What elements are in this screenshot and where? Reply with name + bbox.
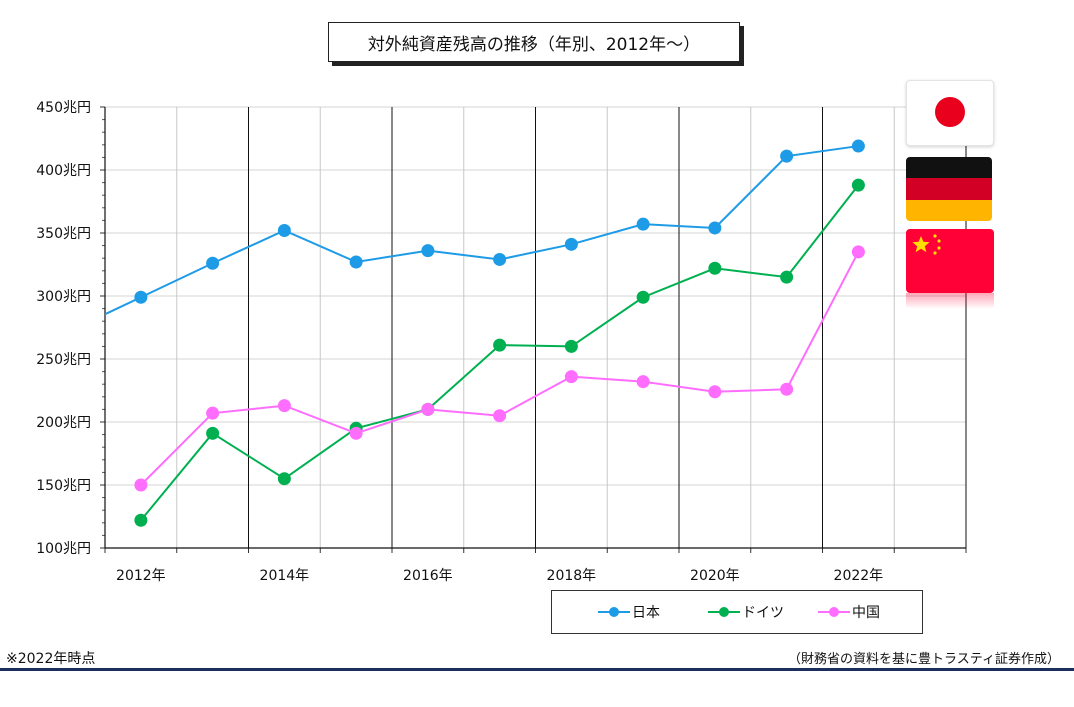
bottom-rule bbox=[0, 668, 1074, 671]
legend-swatch-marker bbox=[719, 607, 729, 617]
data-point bbox=[277, 399, 291, 413]
china-flag-reflection bbox=[906, 293, 994, 309]
legend-swatch-marker bbox=[609, 607, 619, 617]
data-point bbox=[349, 426, 363, 440]
data-point bbox=[780, 149, 794, 163]
data-point bbox=[277, 223, 291, 237]
y-tick-label: 400兆円 bbox=[36, 163, 91, 179]
data-point bbox=[636, 217, 650, 231]
y-tick-label: 450兆円 bbox=[36, 100, 91, 116]
x-tick-label: 2014年 bbox=[260, 568, 310, 584]
data-point bbox=[206, 406, 220, 420]
series-0 bbox=[105, 139, 865, 316]
series-2 bbox=[134, 245, 865, 492]
data-point bbox=[206, 256, 220, 270]
legend-swatch-marker bbox=[829, 607, 839, 617]
japan-flag-icon bbox=[906, 80, 994, 146]
data-point bbox=[851, 245, 865, 259]
data-point bbox=[134, 478, 148, 492]
source-note: （財務省の資料を基に豊トラスティ証券作成） bbox=[788, 652, 1060, 667]
data-point bbox=[780, 382, 794, 396]
data-point bbox=[421, 244, 435, 258]
data-point bbox=[277, 472, 291, 486]
x-tick-label: 2018年 bbox=[547, 568, 597, 584]
x-tick-label: 2012年 bbox=[116, 568, 166, 584]
data-point bbox=[708, 385, 722, 399]
data-point bbox=[564, 339, 578, 353]
data-point bbox=[708, 261, 722, 275]
x-tick-label: 2022年 bbox=[834, 568, 884, 584]
data-point bbox=[493, 338, 507, 352]
y-tick-label: 350兆円 bbox=[36, 226, 91, 242]
data-point bbox=[636, 290, 650, 304]
data-point bbox=[134, 513, 148, 527]
x-tick-label: 2016年 bbox=[403, 568, 453, 584]
data-point bbox=[134, 290, 148, 304]
y-tick-label: 250兆円 bbox=[36, 352, 91, 368]
data-point bbox=[564, 370, 578, 384]
data-point bbox=[851, 178, 865, 192]
data-point bbox=[564, 237, 578, 251]
data-point bbox=[349, 255, 363, 269]
data-point bbox=[780, 270, 794, 284]
data-point bbox=[851, 139, 865, 153]
x-tick-label: 2020年 bbox=[690, 568, 740, 584]
y-tick-label: 300兆円 bbox=[36, 289, 91, 305]
data-point bbox=[493, 252, 507, 266]
data-point bbox=[421, 402, 435, 416]
legend-label: ドイツ bbox=[742, 605, 784, 621]
footnote-left: ※2022年時点 bbox=[6, 651, 96, 667]
legend: 日本 ドイツ 中国 bbox=[551, 590, 923, 634]
data-point bbox=[206, 426, 220, 440]
y-tick-label: 200兆円 bbox=[36, 415, 91, 431]
data-point bbox=[636, 375, 650, 389]
y-tick-label: 150兆円 bbox=[36, 478, 91, 494]
germany-flag-icon bbox=[906, 157, 992, 221]
series-1 bbox=[134, 178, 865, 527]
chart-title: 対外純資産残高の推移（年別、2012年～） bbox=[328, 22, 740, 62]
y-tick-label: 100兆円 bbox=[36, 541, 91, 557]
legend-label: 日本 bbox=[632, 605, 660, 621]
data-point bbox=[708, 221, 722, 235]
china-flag-icon bbox=[906, 229, 994, 293]
legend-label: 中国 bbox=[852, 605, 880, 621]
series-line bbox=[105, 145, 859, 316]
data-point bbox=[493, 409, 507, 423]
